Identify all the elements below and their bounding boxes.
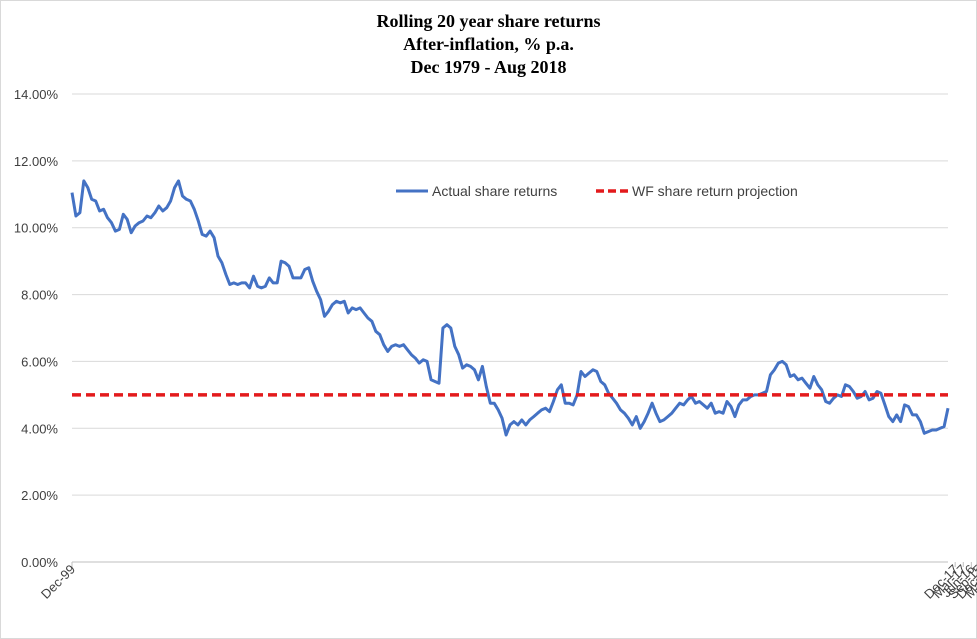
y-tick-label: 14.00% xyxy=(14,87,59,102)
gridlines xyxy=(72,93,948,496)
y-tick-label: 10.00% xyxy=(14,221,59,236)
series-layer xyxy=(70,179,950,437)
chart-title-line-3: Dec 1979 - Aug 2018 xyxy=(410,57,567,77)
y-tick-label: 8.00% xyxy=(21,288,58,303)
x-axis: Dec-99Sep-00Jun-01Mar-02Dec-02Sep-03Jun-… xyxy=(38,561,977,602)
legend: Actual share returns WF share return proj… xyxy=(396,183,798,199)
y-tick-label: 12.00% xyxy=(14,154,59,169)
y-tick-label: 4.00% xyxy=(21,421,58,436)
y-axis: 0.00% 2.00% 4.00% 6.00% 8.00% 10.00% 12.00% 14.… xyxy=(14,87,59,570)
legend-label-projection: WF share return projection xyxy=(632,183,798,199)
chart-title-line-1: Rolling 20 year share returns xyxy=(376,11,601,31)
y-tick-label: 6.00% xyxy=(21,354,58,369)
y-tick-label: 0.00% xyxy=(21,555,58,570)
series-line-actual xyxy=(70,179,950,437)
legend-label-actual: Actual share returns xyxy=(432,183,557,199)
y-tick-label: 2.00% xyxy=(21,488,58,503)
chart-title-line-2: After-inflation, % p.a. xyxy=(403,34,574,54)
